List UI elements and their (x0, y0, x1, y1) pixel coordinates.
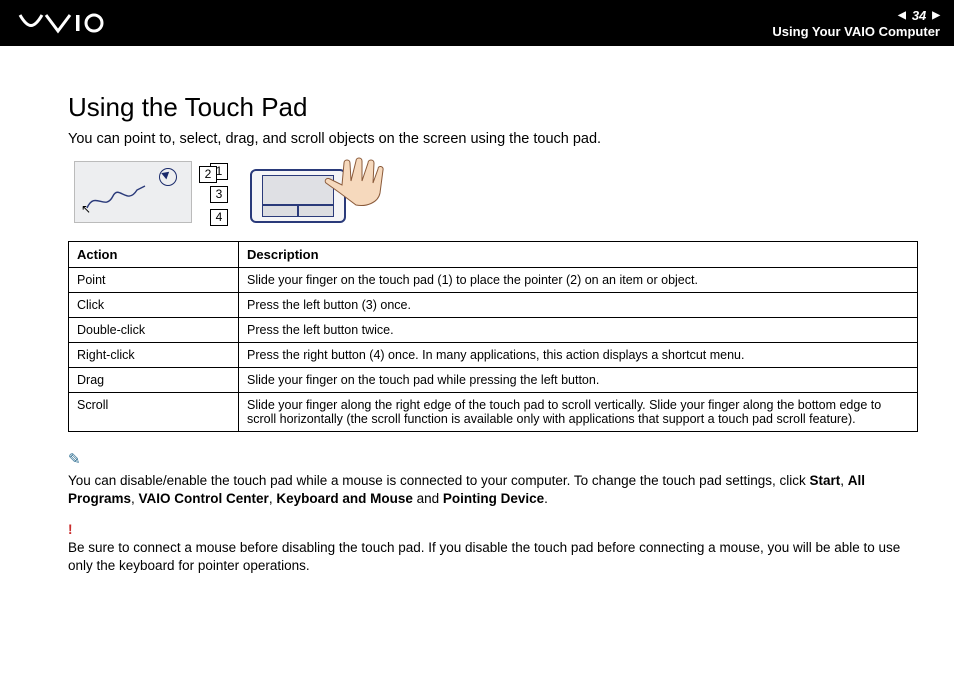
page-content: Using the Touch Pad You can point to, se… (0, 46, 954, 575)
note-text: You can disable/enable the touch pad whi… (68, 473, 865, 506)
pencil-icon: ✎ (68, 450, 918, 470)
note-block: ✎ You can disable/enable the touch pad w… (68, 450, 918, 509)
next-page-icon[interactable]: ▶ (932, 10, 940, 21)
target-icon (159, 168, 177, 186)
actions-table: Action Description PointSlide your finge… (68, 241, 918, 432)
page-header: ◀ 34 ▶ Using Your VAIO Computer (0, 0, 954, 46)
table-body: PointSlide your finger on the touch pad … (69, 268, 918, 432)
col-description: Description (239, 242, 918, 268)
figure-touchpad (236, 161, 386, 233)
table-row: Double-clickPress the left button twice. (69, 318, 918, 343)
warning-block: ! Be sure to connect a mouse before disa… (68, 521, 918, 576)
intro-text: You can point to, select, drag, and scro… (68, 131, 918, 147)
vaio-logo (18, 11, 128, 35)
callout-3: 3 (210, 186, 228, 203)
callout-2: 2 (199, 166, 217, 183)
table-row: PointSlide your finger on the touch pad … (69, 268, 918, 293)
prev-page-icon[interactable]: ◀ (898, 10, 906, 21)
table-row: Right-clickPress the right button (4) on… (69, 343, 918, 368)
table-row: ScrollSlide your finger along the right … (69, 393, 918, 432)
warning-text: Be sure to connect a mouse before disabl… (68, 540, 900, 573)
squiggle-path (83, 182, 153, 212)
callout-4: 4 (210, 209, 228, 226)
header-subtitle: Using Your VAIO Computer (772, 24, 940, 39)
table-row: ClickPress the left button (3) once. (69, 293, 918, 318)
table-header-row: Action Description (69, 242, 918, 268)
figure-pointer: ↖ 2 (74, 161, 192, 223)
col-action: Action (69, 242, 239, 268)
table-row: DragSlide your finger on the touch pad w… (69, 368, 918, 393)
page-indicator: ◀ 34 ▶ (772, 8, 940, 23)
warning-icon: ! (68, 521, 918, 539)
page-title: Using the Touch Pad (68, 92, 918, 123)
page-number: 34 (912, 8, 926, 23)
header-right: ◀ 34 ▶ Using Your VAIO Computer (772, 8, 940, 39)
figure-row: ↖ 2 1 3 4 (74, 161, 918, 233)
figure-touchpad-wrap: 1 3 4 (210, 161, 386, 233)
hand-icon (320, 153, 398, 209)
